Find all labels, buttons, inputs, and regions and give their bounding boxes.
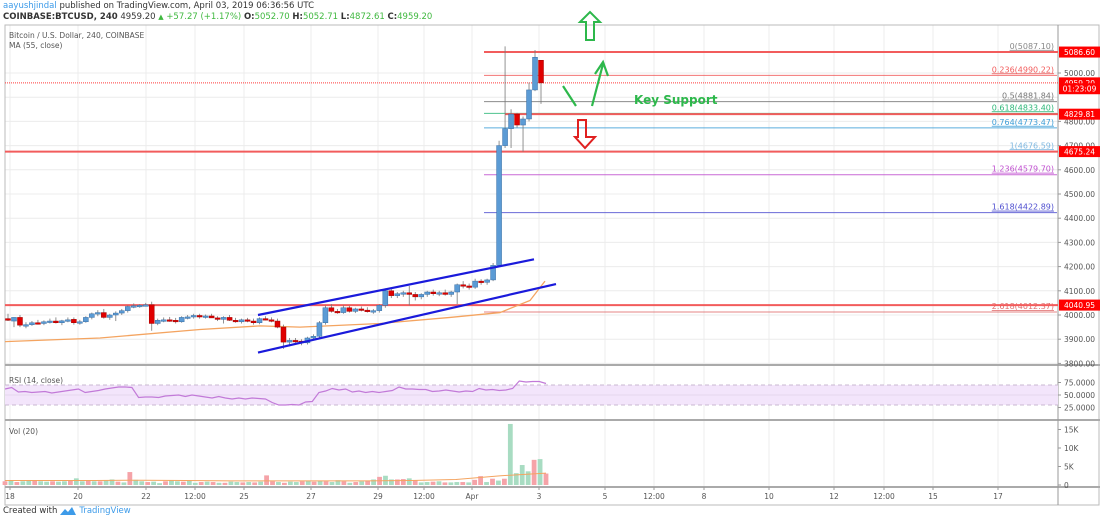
ma-legend[interactable]: MA (55, close): [9, 41, 63, 50]
open-label: O:: [243, 12, 255, 22]
svg-text:4675.24: 4675.24: [1064, 148, 1095, 157]
high-value: 5052.71: [302, 12, 339, 22]
last-price: 4959.20: [120, 12, 156, 22]
svg-text:4400.00: 4400.00: [1064, 214, 1095, 223]
horizontal-lines[interactable]: [5, 51, 1058, 307]
svg-text:4800.00: 4800.00: [1064, 117, 1095, 126]
svg-text:0.5(4881.84): 0.5(4881.84): [1002, 92, 1054, 101]
price-axis[interactable]: 3800.00 3900.00 4000.00 4100.00 4200.00 4300.…: [1058, 69, 1095, 490]
svg-text:2.618(4012.37): 2.618(4012.37): [992, 302, 1054, 311]
publish-info: aayushjindal published on TradingView.co…: [3, 1, 314, 11]
time-axis[interactable]: 18 20 22 12:00 25 27 29 12:00 Apr 3 5 12:00 8 10 12 12:…: [5, 487, 1003, 501]
svg-text:0(5087.10): 0(5087.10): [1010, 42, 1054, 51]
svg-text:5000.00: 5000.00: [1064, 69, 1095, 78]
svg-text:20: 20: [73, 492, 83, 501]
svg-text:18: 18: [5, 492, 15, 501]
symbol: COINBASE:BTCUSD, 240: [3, 12, 118, 22]
tradingview-logo-icon: [60, 507, 77, 515]
svg-text:12:00: 12:00: [873, 492, 895, 501]
svg-text:4000.00: 4000.00: [1064, 311, 1095, 320]
svg-text:12: 12: [829, 492, 839, 501]
trend-channel[interactable]: [257, 258, 557, 354]
rsi-pane: [4, 380, 1058, 406]
svg-text:5086.60: 5086.60: [1064, 48, 1095, 57]
svg-text:5: 5: [603, 492, 608, 501]
candlesticks: [5, 46, 544, 349]
price-tags: 5086.604959.2001:23:094829.814675.244040…: [1059, 46, 1100, 311]
svg-text:12:00: 12:00: [184, 492, 206, 501]
svg-text:17: 17: [993, 492, 1003, 501]
vol-legend[interactable]: Vol (20): [9, 427, 39, 436]
volume-pane: [2, 423, 549, 485]
tradingview-link[interactable]: TradingView: [79, 506, 131, 516]
footer: Created with TradingView: [3, 506, 131, 516]
triangle-up-icon: ▲: [158, 13, 164, 21]
published-text: published on TradingView.com, April 03, …: [59, 1, 315, 11]
svg-text:75.0000: 75.0000: [1064, 379, 1095, 388]
svg-text:15K: 15K: [1064, 426, 1080, 435]
svg-text:01:23:09: 01:23:09: [1063, 85, 1097, 94]
close-label: C:: [387, 12, 398, 22]
svg-text:0.618(4833.40): 0.618(4833.40): [992, 103, 1054, 112]
ma-line: [4, 280, 546, 343]
svg-text:1.236(4579.70): 1.236(4579.70): [992, 165, 1054, 174]
svg-text:15: 15: [928, 492, 938, 501]
svg-text:10: 10: [764, 492, 774, 501]
svg-text:50.0000: 50.0000: [1064, 391, 1095, 400]
svg-text:25.0000: 25.0000: [1064, 404, 1095, 413]
svg-text:10K: 10K: [1064, 444, 1080, 453]
svg-text:4040.95: 4040.95: [1064, 301, 1095, 310]
created-with-text: Created with: [3, 506, 58, 516]
svg-text:1(4676.59): 1(4676.59): [1010, 141, 1054, 150]
svg-text:0.764(4773.47): 0.764(4773.47): [992, 118, 1054, 127]
close-value: 4959.20: [397, 12, 433, 22]
low-value: 4872.61: [349, 12, 385, 22]
svg-text:0.236(4990.22): 0.236(4990.22): [992, 65, 1054, 74]
symbol-info: COINBASE:BTCUSD, 240 4959.20 ▲ +57.27 (+…: [3, 12, 432, 22]
svg-text:5K: 5K: [1064, 463, 1075, 472]
pane-frames: [4, 24, 1100, 506]
price-change: +57.27 (+1.17%): [166, 12, 242, 22]
svg-text:1.618(4422.89): 1.618(4422.89): [992, 203, 1054, 212]
svg-text:3900.00: 3900.00: [1064, 335, 1095, 344]
svg-text:27: 27: [306, 492, 316, 501]
svg-text:22: 22: [141, 492, 151, 501]
annotation-arrows[interactable]: [562, 10, 610, 150]
svg-text:12:00: 12:00: [643, 492, 665, 501]
svg-text:4500.00: 4500.00: [1064, 190, 1095, 199]
svg-text:8: 8: [702, 492, 707, 501]
rsi-legend[interactable]: RSI (14, close): [9, 376, 64, 385]
svg-text:0: 0: [1064, 481, 1069, 490]
svg-text:4829.81: 4829.81: [1064, 110, 1095, 119]
open-value: 5052.70: [254, 12, 290, 22]
svg-text:25: 25: [239, 492, 249, 501]
low-label: L:: [340, 12, 350, 22]
svg-text:4100.00: 4100.00: [1064, 287, 1095, 296]
svg-text:4300.00: 4300.00: [1064, 238, 1095, 247]
publisher-link[interactable]: aayushjindal: [3, 1, 57, 11]
svg-text:3800.00: 3800.00: [1064, 359, 1095, 368]
svg-text:3: 3: [537, 492, 542, 501]
svg-text:4200.00: 4200.00: [1064, 263, 1095, 272]
svg-text:29: 29: [373, 492, 383, 501]
svg-text:4600.00: 4600.00: [1064, 166, 1095, 175]
main-legend-title[interactable]: Bitcoin / U.S. Dollar, 240, COINBASE: [9, 31, 145, 40]
svg-text:12:00: 12:00: [413, 492, 435, 501]
key-support-label[interactable]: Key Support: [634, 93, 718, 107]
high-label: H:: [292, 12, 303, 22]
svg-text:Apr: Apr: [466, 492, 480, 501]
